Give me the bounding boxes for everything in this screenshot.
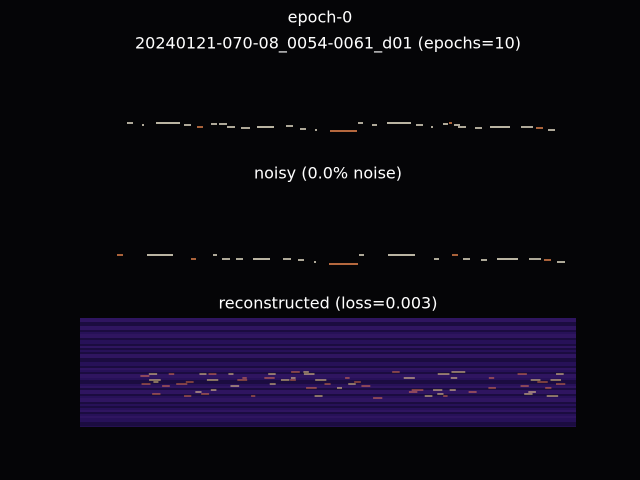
figure-title: epoch-0: [288, 8, 353, 27]
reconstructed-roll: [80, 318, 576, 426]
noisy-roll: [117, 254, 565, 265]
original-roll: [127, 122, 555, 132]
reconstructed-title: reconstructed (loss=0.003): [219, 294, 438, 313]
noisy-title: noisy (0.0% noise): [254, 164, 402, 183]
original-title: 20240121-070-08_0054-0061_d01 (epochs=10…: [135, 34, 521, 54]
